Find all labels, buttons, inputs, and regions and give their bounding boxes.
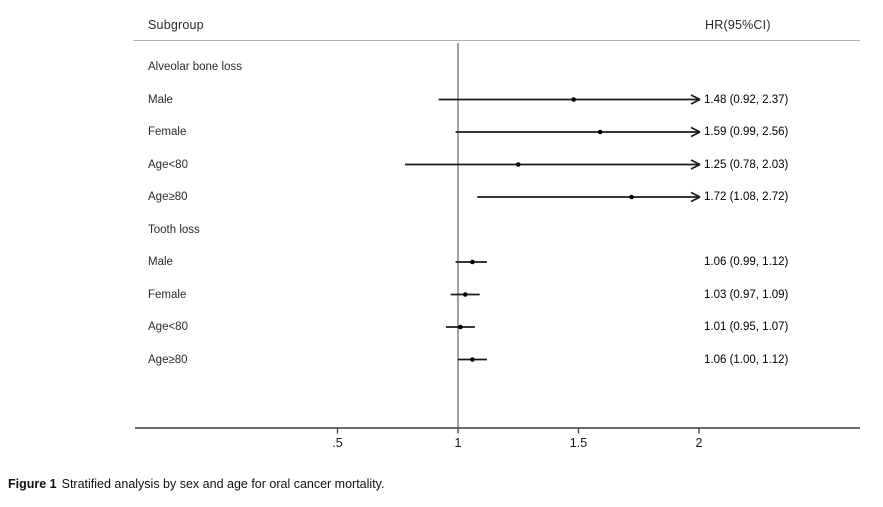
x-axis-tick-label: 2 bbox=[695, 436, 703, 450]
point-estimate-marker bbox=[462, 292, 468, 297]
ci-arrowhead bbox=[690, 131, 701, 138]
point-estimate-marker bbox=[470, 357, 475, 362]
ci-arrowhead bbox=[690, 191, 701, 198]
ci-arrowhead bbox=[690, 163, 701, 170]
point-estimate-marker bbox=[629, 194, 634, 200]
figure-caption: Figure 1 Stratified analysis by sex and a… bbox=[8, 477, 384, 491]
hr-ci-value: 1.25 (0.78, 2.03) bbox=[704, 158, 789, 171]
subgroup-column-header: Subgroup bbox=[148, 18, 204, 32]
section-label: Alveolar bone loss bbox=[148, 61, 242, 73]
row-label: Age<80 bbox=[148, 158, 188, 171]
ci-arrowhead bbox=[690, 98, 701, 105]
ci-arrowhead bbox=[690, 159, 701, 166]
row-label: Age≥80 bbox=[148, 191, 188, 203]
figure-caption-text: Stratified analysis by sex and age for o… bbox=[61, 477, 385, 491]
hr-column-header: HR(95%CI) bbox=[705, 18, 771, 32]
row-label: Female bbox=[148, 126, 187, 138]
section-label: Tooth loss bbox=[148, 223, 200, 236]
hr-ci-value: 1.72 (1.08, 2.72) bbox=[704, 191, 789, 203]
row-label: Male bbox=[148, 256, 173, 268]
x-axis-tick-label: .5 bbox=[332, 436, 343, 450]
point-estimate-marker bbox=[470, 259, 475, 265]
figure-caption-label: Figure 1 bbox=[8, 477, 57, 491]
row-label: Age≥80 bbox=[148, 353, 188, 366]
hr-ci-value: 1.06 (0.99, 1.12) bbox=[704, 256, 789, 268]
point-estimate-marker bbox=[571, 97, 576, 102]
hr-ci-value: 1.03 (0.97, 1.09) bbox=[704, 288, 789, 301]
header-divider-line bbox=[133, 40, 860, 41]
hr-ci-value: 1.59 (0.99, 2.56) bbox=[704, 126, 789, 138]
point-estimate-marker bbox=[458, 324, 463, 330]
x-axis-tick-label: 1.5 bbox=[569, 436, 588, 450]
ci-arrowhead bbox=[690, 126, 701, 133]
point-estimate-marker bbox=[515, 162, 521, 167]
ci-arrowhead bbox=[690, 94, 701, 101]
hr-ci-value: 1.06 (1.00, 1.12) bbox=[704, 353, 789, 366]
row-label: Female bbox=[148, 288, 187, 301]
ci-arrowhead bbox=[690, 196, 701, 203]
hr-ci-value: 1.48 (0.92, 2.37) bbox=[704, 93, 789, 106]
point-estimate-marker bbox=[597, 129, 603, 135]
row-label: Male bbox=[148, 93, 173, 106]
row-label: Age<80 bbox=[148, 321, 188, 333]
x-axis-tick-label: 1 bbox=[454, 436, 462, 450]
hr-ci-value: 1.01 (0.95, 1.07) bbox=[704, 321, 789, 333]
